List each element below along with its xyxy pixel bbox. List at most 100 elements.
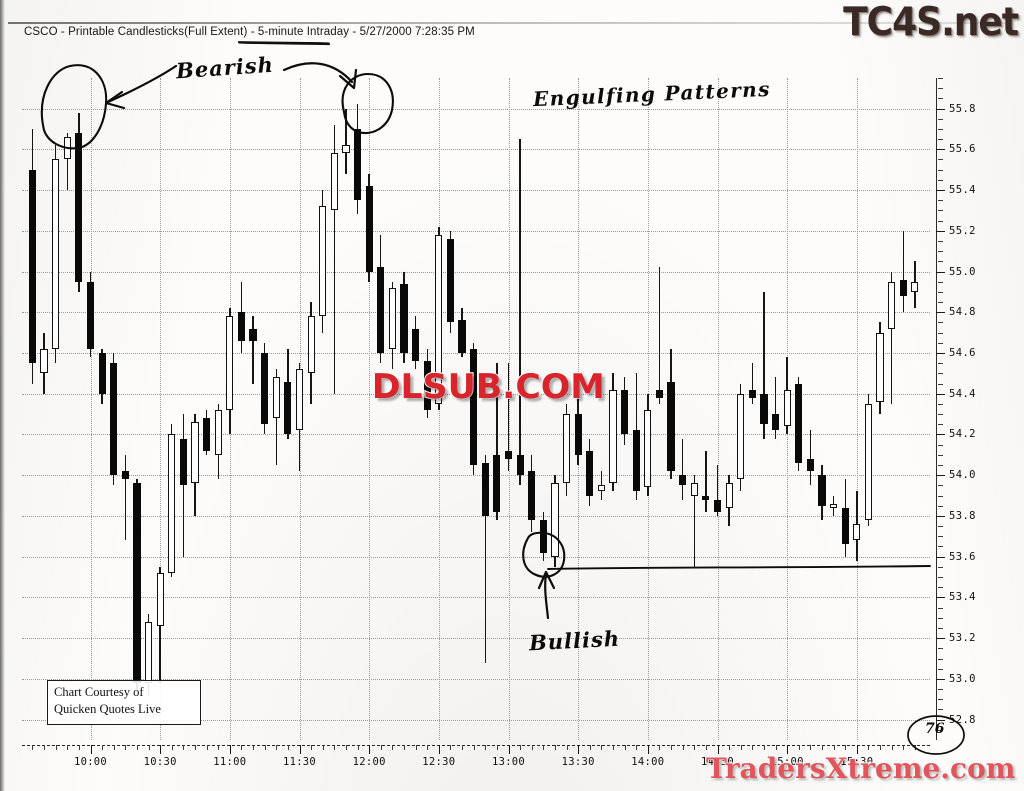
y-axis-minor-tick <box>938 363 943 365</box>
candle-body-down <box>528 471 536 520</box>
x-axis-minor-tick <box>496 745 498 750</box>
x-axis-minor-tick <box>450 745 452 750</box>
candle-body-down <box>28 169 37 364</box>
y-axis-label: 55.8 <box>949 102 976 115</box>
y-axis-minor-tick <box>938 607 943 609</box>
candle-body-down <box>899 279 907 296</box>
candle-body-down <box>539 520 547 553</box>
candle-body-down <box>365 185 373 272</box>
gridline-horizontal <box>22 312 930 314</box>
y-axis-minor-tick <box>938 444 943 446</box>
x-axis-label: 13:30 <box>561 756 595 768</box>
y-axis-minor-tick <box>938 302 943 304</box>
candle-body-down <box>446 238 455 323</box>
x-axis-minor-tick <box>520 745 522 750</box>
y-axis-tick <box>936 190 945 192</box>
candle-body-up <box>168 434 176 573</box>
candle-wick <box>507 363 510 472</box>
scan-left-edge <box>0 0 5 791</box>
candle-body-up <box>307 316 315 374</box>
x-axis-minor-tick <box>763 745 765 750</box>
x-axis-minor-tick <box>78 745 80 750</box>
watermark-tc4s: TC4S.net <box>843 0 1019 45</box>
candle-wick <box>890 271 893 404</box>
candle-body-down <box>249 328 257 341</box>
y-axis-tick <box>936 271 945 273</box>
scan-top-edge <box>8 22 1008 24</box>
y-axis-minor-tick <box>938 128 943 130</box>
x-axis-label: 13:00 <box>491 756 526 768</box>
y-axis-minor-tick <box>938 291 943 293</box>
x-axis-minor-tick <box>880 745 882 750</box>
x-axis-minor-tick <box>810 745 812 750</box>
x-axis-minor-tick <box>404 745 405 750</box>
candle-body-down <box>504 450 513 459</box>
time-axis: 10:00 10:30 11:00 11:30 12:00 12:30 13:00 13:30… <box>22 740 930 791</box>
y-axis-tick <box>936 638 945 640</box>
y-axis-minor-tick <box>938 668 943 670</box>
candle-body-down <box>632 430 640 492</box>
candle-body-down <box>493 454 501 512</box>
chart-title: CSCO - Printable Candlesticks(Full Exten… <box>24 26 475 38</box>
y-axis-label: 54.8 <box>949 306 976 319</box>
candle-body-down <box>261 352 269 425</box>
candle-wick <box>66 132 68 191</box>
gridline-horizontal <box>22 556 930 558</box>
candle-body-down <box>86 281 95 349</box>
candle-body-down <box>621 389 629 435</box>
candle-body-up <box>725 483 733 508</box>
candle-body-down <box>400 283 408 353</box>
x-axis-minor-tick <box>473 745 475 750</box>
y-axis-tick <box>936 678 945 680</box>
y-axis-minor-tick <box>938 98 943 100</box>
y-axis-minor-tick <box>938 220 943 222</box>
annotation-bullish: Bullish <box>528 625 621 656</box>
candle-wick <box>345 108 347 174</box>
x-axis-minor-tick <box>868 745 870 750</box>
candle-body-up <box>911 281 919 292</box>
x-axis-minor-tick <box>125 745 127 750</box>
y-axis-minor-tick <box>938 648 943 650</box>
candle-body-down <box>284 381 292 435</box>
candle-wick <box>774 377 777 439</box>
y-axis-tick <box>936 230 945 232</box>
y-axis-tick <box>936 475 945 477</box>
x-axis-minor-tick <box>543 745 545 750</box>
y-axis-label: 54.0 <box>949 469 976 482</box>
candle-wick <box>484 454 486 663</box>
x-axis-tick <box>856 745 858 754</box>
candle-wick <box>902 230 904 313</box>
y-axis-minor-tick <box>938 210 943 212</box>
candle-body-down <box>818 475 826 506</box>
x-axis-tick <box>647 745 649 754</box>
x-axis-spine <box>22 745 930 746</box>
candle-body-down <box>179 438 187 486</box>
y-axis-minor-tick <box>938 200 943 202</box>
y-axis-tick <box>936 434 945 436</box>
y-axis-minor-tick <box>938 526 943 528</box>
candle-body-down <box>203 418 211 451</box>
y-axis-minor-tick <box>938 627 943 629</box>
gridline-horizontal <box>22 515 930 517</box>
y-axis-minor-tick <box>938 414 943 416</box>
candle-body-down <box>748 389 756 398</box>
y-axis-minor-tick <box>938 617 943 619</box>
candle-body-up <box>737 393 745 480</box>
gridline-vertical <box>369 78 371 740</box>
x-axis-minor-tick <box>566 745 568 750</box>
candle-body-down <box>655 389 664 398</box>
x-axis-minor-tick <box>752 745 754 750</box>
x-axis-minor-tick <box>171 745 173 750</box>
candle-wick <box>333 124 336 394</box>
candle-body-up <box>156 572 164 626</box>
y-axis-minor-tick <box>938 342 943 344</box>
candle-body-up <box>342 145 350 154</box>
candle-body-down <box>841 507 849 545</box>
candle-body-down <box>412 328 420 362</box>
x-axis-tick <box>578 745 580 754</box>
candle-wick <box>751 363 754 404</box>
x-axis-minor-tick <box>183 745 185 750</box>
candle-body-down <box>121 471 129 480</box>
gridline-horizontal <box>22 597 930 599</box>
x-axis-minor-tick <box>462 745 464 750</box>
